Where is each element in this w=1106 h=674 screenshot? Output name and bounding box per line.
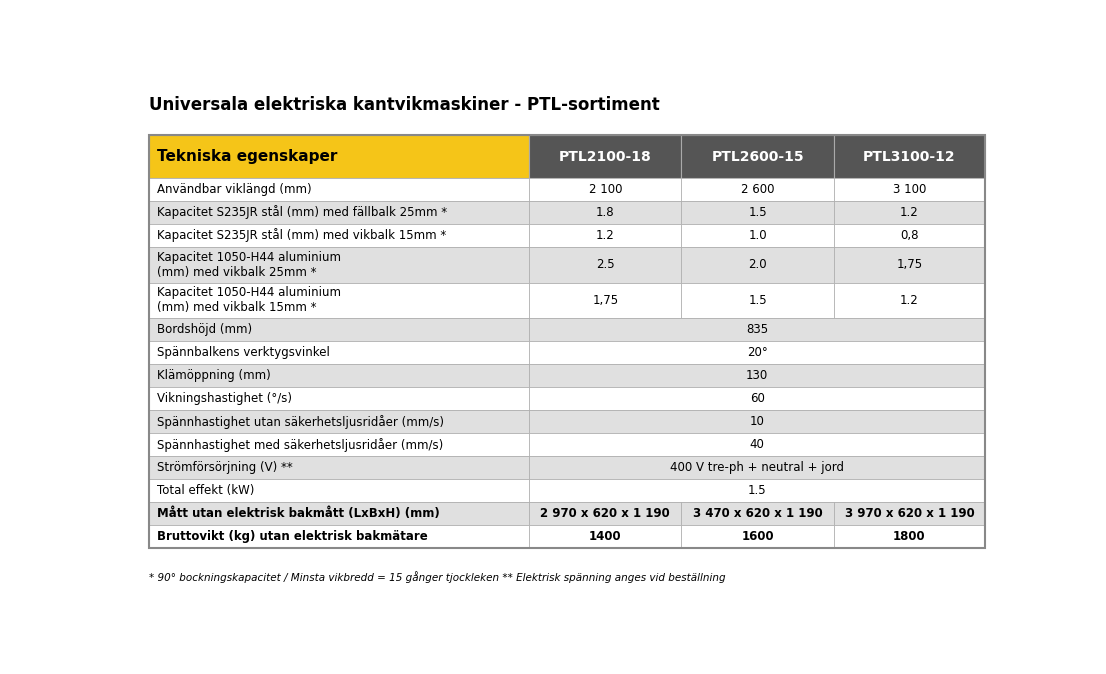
Bar — [148, 410, 529, 433]
Text: 1.2: 1.2 — [596, 229, 615, 242]
Text: 3 470 x 620 x 1 190: 3 470 x 620 x 1 190 — [692, 507, 823, 520]
Bar — [529, 410, 985, 433]
Bar — [529, 502, 681, 525]
Bar — [148, 502, 529, 525]
Bar — [529, 387, 985, 410]
Text: Bordshöjd (mm): Bordshöjd (mm) — [157, 323, 252, 336]
Text: Kapacitet S235JR stål (mm) med fällbalk 25mm *: Kapacitet S235JR stål (mm) med fällbalk … — [157, 206, 447, 220]
Bar — [834, 135, 985, 178]
Text: 60: 60 — [750, 392, 764, 405]
Bar — [148, 135, 529, 178]
Bar — [148, 479, 529, 502]
Text: Användbar viklängd (mm): Användbar viklängd (mm) — [157, 183, 312, 196]
Text: Universala elektriska kantvikmaskiner - PTL-sortiment: Universala elektriska kantvikmaskiner - … — [148, 96, 659, 115]
Bar — [148, 178, 529, 201]
Bar — [681, 224, 834, 247]
Text: Tekniska egenskaper: Tekniska egenskaper — [157, 149, 337, 164]
Text: 1.2: 1.2 — [900, 294, 919, 307]
Text: 835: 835 — [747, 323, 769, 336]
Bar — [529, 178, 681, 201]
Bar — [148, 135, 985, 548]
Text: 1.8: 1.8 — [596, 206, 615, 219]
Bar — [148, 201, 529, 224]
Bar — [148, 364, 529, 387]
Bar — [148, 318, 529, 341]
Bar — [148, 224, 529, 247]
Bar — [529, 433, 985, 456]
Text: PTL2100-18: PTL2100-18 — [559, 150, 651, 164]
Bar — [529, 282, 681, 318]
Text: Kapacitet S235JR stål (mm) med vikbalk 15mm *: Kapacitet S235JR stål (mm) med vikbalk 1… — [157, 228, 447, 243]
Text: 1,75: 1,75 — [896, 258, 922, 271]
Text: Bruttovikt (kg) utan elektrisk bakmätare: Bruttovikt (kg) utan elektrisk bakmätare — [157, 530, 428, 543]
Bar — [529, 318, 985, 341]
Text: 1.2: 1.2 — [900, 206, 919, 219]
Text: 20°: 20° — [747, 346, 768, 359]
Bar — [834, 178, 985, 201]
Text: 2 970 x 620 x 1 190: 2 970 x 620 x 1 190 — [541, 507, 670, 520]
Bar — [529, 456, 985, 479]
Text: 3 970 x 620 x 1 190: 3 970 x 620 x 1 190 — [845, 507, 974, 520]
Text: 1.5: 1.5 — [748, 484, 766, 497]
Bar — [834, 525, 985, 548]
Bar — [681, 178, 834, 201]
Text: 1800: 1800 — [893, 530, 926, 543]
Bar — [529, 341, 985, 364]
Text: Total effekt (kW): Total effekt (kW) — [157, 484, 254, 497]
Text: 1,75: 1,75 — [592, 294, 618, 307]
Text: Mått utan elektrisk bakmått (LxBxH) (mm): Mått utan elektrisk bakmått (LxBxH) (mm) — [157, 507, 440, 520]
Text: Klämöppning (mm): Klämöppning (mm) — [157, 369, 271, 382]
Text: * 90° bockningskapacitet / Minsta vikbredd = 15 gånger tjockleken ** Elektrisk s: * 90° bockningskapacitet / Minsta vikbre… — [148, 572, 726, 583]
Text: Spännbalkens verktygsvinkel: Spännbalkens verktygsvinkel — [157, 346, 330, 359]
Bar — [529, 201, 681, 224]
Bar — [834, 201, 985, 224]
Bar — [529, 224, 681, 247]
Text: 130: 130 — [747, 369, 769, 382]
Text: Kapacitet 1050-H44 aluminium
(mm) med vikbalk 25mm *: Kapacitet 1050-H44 aluminium (mm) med vi… — [157, 251, 341, 278]
Bar — [529, 479, 985, 502]
Text: 1600: 1600 — [741, 530, 774, 543]
Text: Strömförsörjning (V) **: Strömförsörjning (V) ** — [157, 461, 293, 474]
Bar — [681, 502, 834, 525]
Bar — [529, 247, 681, 282]
Text: 40: 40 — [750, 438, 764, 451]
Bar — [681, 135, 834, 178]
Bar — [148, 525, 529, 548]
Text: PTL2600-15: PTL2600-15 — [711, 150, 804, 164]
Bar — [834, 282, 985, 318]
Text: 1400: 1400 — [589, 530, 622, 543]
Bar — [148, 433, 529, 456]
Text: 2 600: 2 600 — [741, 183, 774, 196]
Bar — [834, 502, 985, 525]
Bar — [681, 282, 834, 318]
Text: 10: 10 — [750, 415, 764, 428]
Text: 400 V tre-ph + neutral + jord: 400 V tre-ph + neutral + jord — [670, 461, 844, 474]
Bar — [529, 364, 985, 387]
Bar — [148, 282, 529, 318]
Text: 0,8: 0,8 — [900, 229, 919, 242]
Bar — [529, 135, 681, 178]
Bar — [148, 341, 529, 364]
Text: Kapacitet 1050-H44 aluminium
(mm) med vikbalk 15mm *: Kapacitet 1050-H44 aluminium (mm) med vi… — [157, 286, 341, 314]
Bar — [681, 247, 834, 282]
Text: Spännhastighet utan säkerhetsljusridåer (mm/s): Spännhastighet utan säkerhetsljusridåer … — [157, 415, 445, 429]
Text: Vikningshastighet (°/s): Vikningshastighet (°/s) — [157, 392, 292, 405]
Bar — [148, 387, 529, 410]
Bar — [681, 201, 834, 224]
Text: Spännhastighet med säkerhetsljusridåer (mm/s): Spännhastighet med säkerhetsljusridåer (… — [157, 437, 444, 452]
Text: 1.5: 1.5 — [749, 206, 766, 219]
Bar — [834, 224, 985, 247]
Text: 2.5: 2.5 — [596, 258, 615, 271]
Bar — [681, 525, 834, 548]
Text: 2 100: 2 100 — [588, 183, 622, 196]
Text: PTL3100-12: PTL3100-12 — [863, 150, 956, 164]
Text: 1.0: 1.0 — [749, 229, 766, 242]
Text: 1.5: 1.5 — [749, 294, 766, 307]
Text: 3 100: 3 100 — [893, 183, 926, 196]
Bar — [148, 456, 529, 479]
Bar — [834, 247, 985, 282]
Text: 2.0: 2.0 — [749, 258, 766, 271]
Bar — [529, 525, 681, 548]
Bar — [148, 247, 529, 282]
